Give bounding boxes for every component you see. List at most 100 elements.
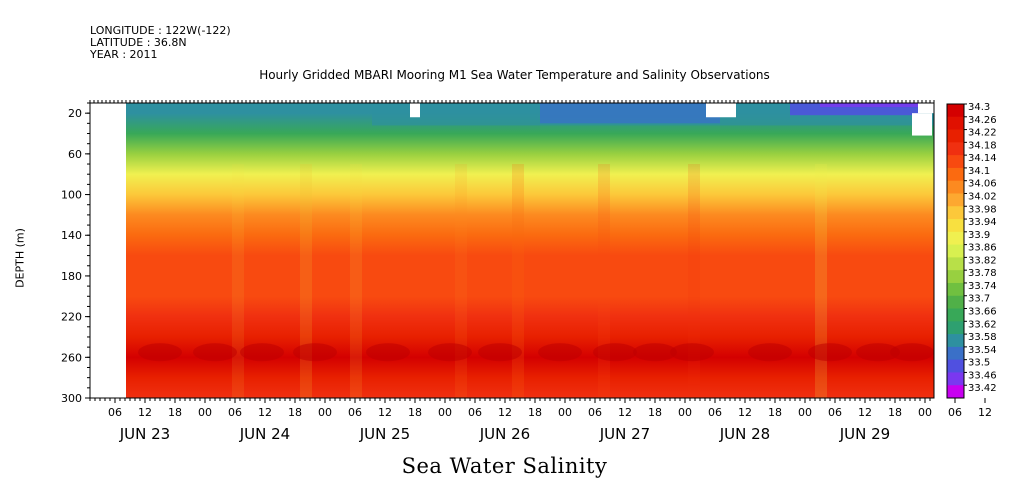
colorbar-label: 33.9: [968, 230, 990, 241]
colorbar-swatch: [947, 180, 964, 194]
colorbar-label: 33.5: [968, 358, 990, 369]
high-salinity-core: [138, 343, 182, 362]
x-tick-label: 18: [648, 406, 662, 419]
colorbar-label: 34.06: [968, 179, 997, 190]
colorbar-swatch: [947, 321, 964, 335]
x-tick-label: 18: [408, 406, 422, 419]
salinity-streak: [512, 164, 524, 398]
colorbar-swatch: [947, 257, 964, 271]
x-date-label: JUN 27: [599, 425, 650, 443]
salinity-streak: [232, 164, 244, 398]
x-tick-label: 18: [288, 406, 302, 419]
colorbar-label: 33.86: [968, 243, 997, 254]
x-tick-label: 06: [588, 406, 602, 419]
x-tick-label: 18: [168, 406, 182, 419]
salinity-streak: [350, 164, 362, 398]
colorbar-swatch: [947, 372, 964, 386]
colorbar-label: 33.82: [968, 255, 997, 266]
high-salinity-core: [633, 343, 677, 362]
colorbar-swatch: [947, 155, 964, 169]
x-tick-label: 06: [828, 406, 842, 419]
x-tick-label: 00: [678, 406, 692, 419]
y-tick-label: 20: [68, 107, 82, 120]
high-salinity-core: [748, 343, 792, 362]
high-salinity-core: [240, 343, 284, 362]
plot-frame: [89, 102, 935, 399]
colorbar-label: 34.22: [968, 128, 997, 139]
latitude-label: LATITUDE : 36.8N: [90, 36, 187, 49]
colorbar-swatch: [947, 167, 964, 182]
colorbar-label: 33.58: [968, 332, 997, 343]
high-salinity-core: [428, 343, 472, 362]
colorbar-label: 33.74: [968, 281, 997, 292]
x-tick-label: 06: [108, 406, 122, 419]
colorbar-swatch: [947, 282, 964, 297]
colorbar-swatch: [947, 142, 964, 156]
missing-data-gap: [410, 103, 420, 118]
colorbar-label: 33.7: [968, 294, 990, 305]
longitude-label: LONGITUDE : 122W(-122): [90, 24, 231, 37]
y-tick-label: 140: [61, 229, 82, 242]
x-tick-label: 00: [438, 406, 452, 419]
colorbar-swatch: [947, 116, 964, 131]
colorbar-label: 33.66: [968, 307, 997, 318]
x-tick-label: 06: [228, 406, 242, 419]
x-tick-label: 18: [528, 406, 542, 419]
high-salinity-core: [808, 343, 852, 362]
colorbar-swatch: [947, 270, 964, 284]
x-tick-label: 12: [258, 406, 272, 419]
x-tick-label: 00: [558, 406, 572, 419]
y-tick-label: 300: [61, 392, 82, 405]
x-date-label: JUN 29: [839, 425, 890, 443]
high-salinity-core: [478, 343, 522, 362]
x-date-label: JUN 23: [119, 425, 170, 443]
colorbar-label: 33.62: [968, 319, 997, 330]
x-tick-label: 06: [708, 406, 722, 419]
colorbar-label: 34.14: [968, 153, 997, 164]
x-tick-label: 12: [738, 406, 752, 419]
salinity-streak: [598, 164, 610, 398]
salinity-streak: [455, 164, 467, 398]
high-salinity-core: [856, 343, 900, 362]
colorbar-swatch: [947, 104, 964, 118]
colorbar-label: 33.46: [968, 370, 997, 381]
salinity-streak: [300, 164, 312, 398]
x-tick-label: 12: [138, 406, 152, 419]
y-tick-label: 180: [61, 270, 82, 283]
high-salinity-core: [293, 343, 337, 362]
colorbar-swatch: [947, 346, 964, 361]
y-tick-label: 260: [61, 351, 82, 364]
colorbar-label: 34.18: [968, 140, 997, 151]
colorbar-swatch: [947, 385, 964, 399]
x-date-label: JUN 26: [479, 425, 530, 443]
surface-band: [820, 103, 920, 108]
colorbar-swatch: [947, 206, 964, 220]
x-tick-label: 12: [858, 406, 872, 419]
colorbar-swatch: [947, 295, 964, 310]
x-tick-label: 06: [948, 406, 962, 419]
x-tick-label: 12: [978, 406, 992, 419]
y-tick-label: 100: [61, 189, 82, 202]
missing-data-gap: [706, 103, 736, 118]
salinity-streak: [815, 164, 827, 398]
missing-data-gap: [912, 113, 932, 136]
colorbar-label: 33.42: [968, 383, 997, 394]
missing-data-gap: [918, 103, 934, 114]
x-tick-label: 18: [888, 406, 902, 419]
colorbar-swatch: [947, 359, 964, 373]
high-salinity-core: [538, 343, 582, 362]
x-tick-label: 00: [198, 406, 212, 419]
x-tick-label: 06: [468, 406, 482, 419]
x-tick-label: 00: [798, 406, 812, 419]
salinity-streak: [688, 164, 700, 398]
colorbar-swatch: [947, 334, 964, 348]
colorbar-label: 33.98: [968, 204, 997, 215]
x-date-label: JUN 25: [359, 425, 410, 443]
x-date-label: JUN 28: [719, 425, 770, 443]
colorbar-label: 33.78: [968, 268, 997, 279]
x-tick-label: 12: [618, 406, 632, 419]
high-salinity-core: [670, 343, 714, 362]
high-salinity-core: [193, 343, 237, 362]
colorbar-swatch: [947, 219, 964, 233]
